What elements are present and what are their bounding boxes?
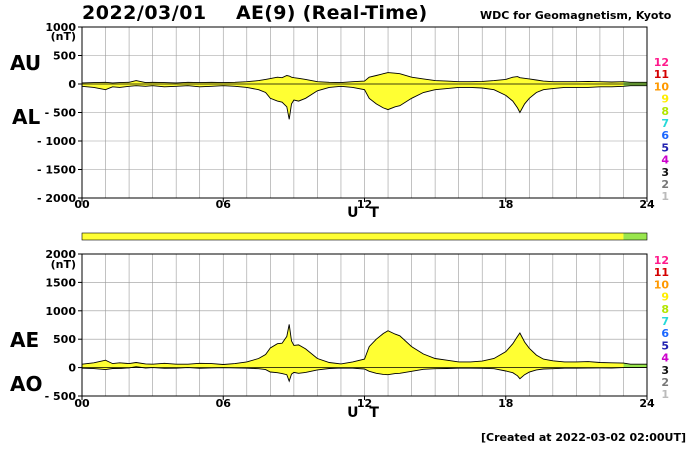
al-label: AL [12,105,41,129]
y-tick-label: 0 [68,362,76,375]
station-count-7: 7 [661,117,669,130]
y-tick-label: 2000 [45,248,76,261]
x-tick-label: 06 [216,198,232,211]
series-line-al [81,85,647,120]
ao-label: AO [10,372,43,396]
x-tick-label: 24 [639,198,655,211]
station-count-5: 5 [661,141,669,154]
y-unit-label: (nT) [51,30,76,43]
au-al-panel: 1000 500 0 - 500 - 1000 - 1500 - 2000 (nT) 00 06 1… [37,21,655,221]
y-tick-label: - 500 [45,390,77,403]
status-segment [623,233,647,240]
data-status-bar [81,232,648,241]
station-count-3: 3 [661,364,669,377]
credit-label: WDC for Geomagnetism, Kyoto [480,9,672,22]
y-unit-label: (nT) [51,258,76,271]
x-tick-label: 18 [498,397,513,410]
x-tick-label: 06 [216,397,232,410]
station-count-6: 6 [661,327,669,340]
station-count-8: 8 [661,303,669,316]
y-tick-label: 1000 [45,21,76,34]
station-count-9: 9 [661,291,669,304]
station-count-11: 11 [654,266,669,279]
station-count-4: 4 [661,154,669,167]
au-label: AU [10,51,42,75]
series-band [82,324,647,382]
ae-label: AE [10,328,40,352]
station-count-2: 2 [661,376,669,389]
x-axis-label: U T [347,205,382,221]
station-count-1: 1 [661,190,669,203]
chart-title: AE(9) (Real-Time) [236,2,428,24]
station-count-10: 10 [654,278,670,291]
station-count-9: 9 [661,93,669,106]
ae-ao-panel: 2000 1500 1000 500 0 - 500 (nT) 00 06 12 18 24 U T [45,248,655,421]
station-count-11: 11 [654,68,669,81]
x-tick-label: 18 [498,198,513,211]
y-tick-label: - 1500 [37,164,76,177]
y-tick-label: - 500 [45,107,77,120]
status-bar-frame [81,232,648,241]
station-count-7: 7 [661,315,669,328]
station-count-10: 10 [654,80,670,93]
grid-lines [82,254,647,396]
y-tick-label: - 2000 [37,192,76,205]
status-segment [82,233,624,240]
grid-lines [82,27,647,198]
station-count-12: 12 [654,56,669,69]
created-timestamp: [Created at 2022-03-02 02:00UT] [481,431,687,444]
y-tick-label: 1000 [45,305,76,318]
x-tick-label: 00 [74,198,90,211]
x-axis-label: U T [347,405,382,421]
station-count-1: 1 [661,388,669,401]
series-line-ae [81,324,647,365]
station-count-5: 5 [661,339,669,352]
station-count-12: 12 [654,254,669,267]
date-label: 2022/03/01 [82,2,207,24]
x-tick-label: 00 [74,397,90,410]
y-tick-label: 500 [53,333,76,346]
x-tick-label: 12 [357,397,372,410]
station-count-8: 8 [661,105,669,118]
y-tick-label: - 1000 [37,135,76,148]
y-tick-label: 500 [53,50,76,63]
x-tick-label: 24 [639,397,655,410]
x-tick-label: 12 [357,198,372,211]
station-count-6: 6 [661,129,669,142]
station-count-2: 2 [661,178,669,191]
station-count-4: 4 [661,352,669,365]
y-tick-label: 0 [68,78,76,91]
station-count-3: 3 [661,166,669,179]
series-line-au [81,72,647,84]
y-tick-label: 1500 [45,276,76,289]
